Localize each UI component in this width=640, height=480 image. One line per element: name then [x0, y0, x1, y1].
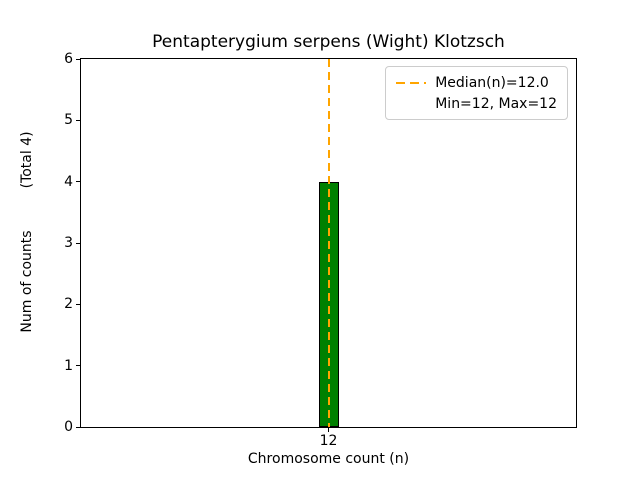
median-line	[327, 59, 330, 427]
x-tick-label: 12	[319, 433, 338, 449]
chart-title: Pentapterygium serpens (Wight) Klotzsch	[152, 32, 505, 52]
y-tick-mark	[76, 58, 80, 60]
y-tick-mark	[76, 303, 80, 305]
plot-area: Median(n)=12.0 Min=12, Max=12	[80, 58, 577, 428]
y-tick-mark	[76, 365, 80, 367]
y-tick-mark	[76, 181, 80, 183]
y-tick-label: 0	[64, 419, 73, 435]
legend-label-minmax: Min=12, Max=12	[435, 95, 557, 112]
y-tick-label: 1	[64, 357, 73, 374]
y-axis-total-note: (Total 4)	[19, 131, 35, 189]
legend-label-median: Median(n)=12.0	[435, 74, 549, 91]
y-tick-label: 6	[64, 51, 73, 67]
y-tick-mark	[76, 242, 80, 244]
y-tick-mark	[76, 119, 80, 121]
legend-entry-median: Median(n)=12.0	[396, 72, 557, 93]
x-axis-label: Chromosome count (n)	[247, 451, 410, 467]
legend-empty-sample	[396, 103, 426, 105]
y-tick-label: 5	[64, 112, 73, 129]
y-tick-label: 4	[64, 173, 73, 190]
legend: Median(n)=12.0 Min=12, Max=12	[385, 66, 568, 120]
y-tick-label: 2	[64, 296, 73, 313]
y-tick-label: 3	[64, 235, 73, 251]
y-tick-mark	[76, 426, 80, 428]
median-dashed-line-sample	[396, 81, 427, 84]
x-tick-mark	[328, 428, 329, 432]
legend-entry-minmax: Min=12, Max=12	[396, 93, 557, 114]
y-axis-label-text: Num of counts	[19, 230, 35, 333]
